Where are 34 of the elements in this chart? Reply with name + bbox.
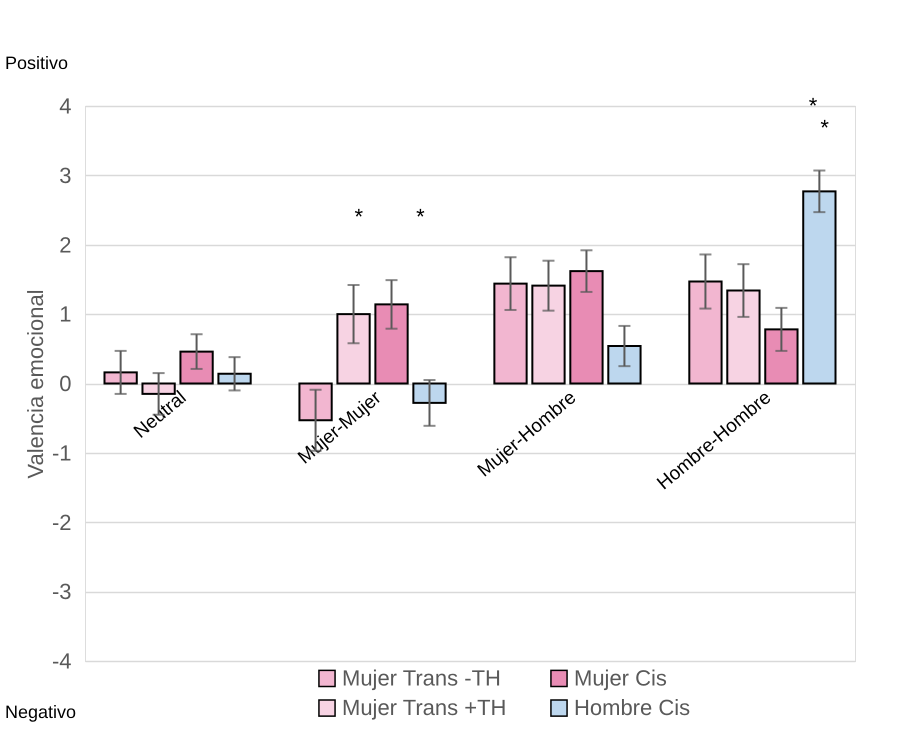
text: Positivo: [5, 53, 68, 73]
bar: [103, 371, 138, 384]
legend-label: Hombre Cis: [574, 695, 690, 720]
bar: [531, 284, 566, 384]
bar: [569, 270, 604, 384]
y-tick-label: 3: [59, 162, 72, 188]
annotation: *: [416, 204, 426, 229]
annotation: *: [808, 93, 818, 118]
legend-label: Mujer Trans +TH: [342, 695, 506, 720]
y-tick-label: 2: [59, 232, 72, 258]
y-tick-label: -4: [52, 648, 72, 674]
bar: [412, 382, 447, 404]
y-tick-label: -1: [52, 440, 72, 466]
y-tick-label: 0: [59, 371, 72, 396]
bar: [217, 372, 252, 384]
y-tick-label: 4: [59, 94, 72, 118]
bar: [688, 280, 723, 384]
bar: [764, 328, 799, 384]
legend-label: Mujer Cis: [574, 665, 667, 690]
bar: [726, 290, 761, 384]
bar: [493, 282, 528, 384]
bar: [802, 190, 837, 384]
y-tick-label: -2: [52, 510, 72, 535]
bar: [607, 345, 642, 384]
bar: [336, 313, 371, 384]
text: Negativo: [5, 702, 76, 722]
y-tick-label: -3: [52, 579, 72, 604]
annotation: *: [820, 115, 830, 140]
legend-label: Mujer Trans -TH: [342, 665, 501, 690]
bar: [374, 303, 409, 384]
bar: [179, 350, 214, 384]
annotation: *: [354, 204, 364, 229]
y-tick-label: 1: [59, 302, 72, 327]
y-axis-title: Valencia emocional: [22, 289, 48, 479]
